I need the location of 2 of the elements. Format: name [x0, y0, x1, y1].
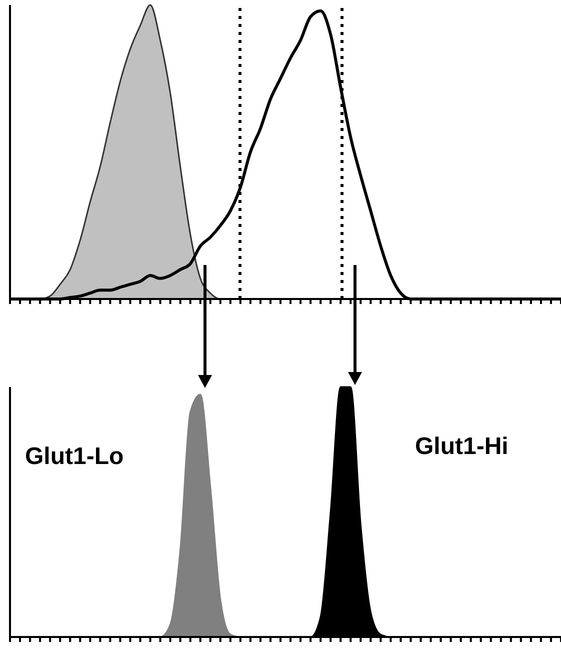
annotation: Glut1-Lo: [25, 443, 124, 471]
annotation: Glut1-Hi: [415, 433, 508, 461]
